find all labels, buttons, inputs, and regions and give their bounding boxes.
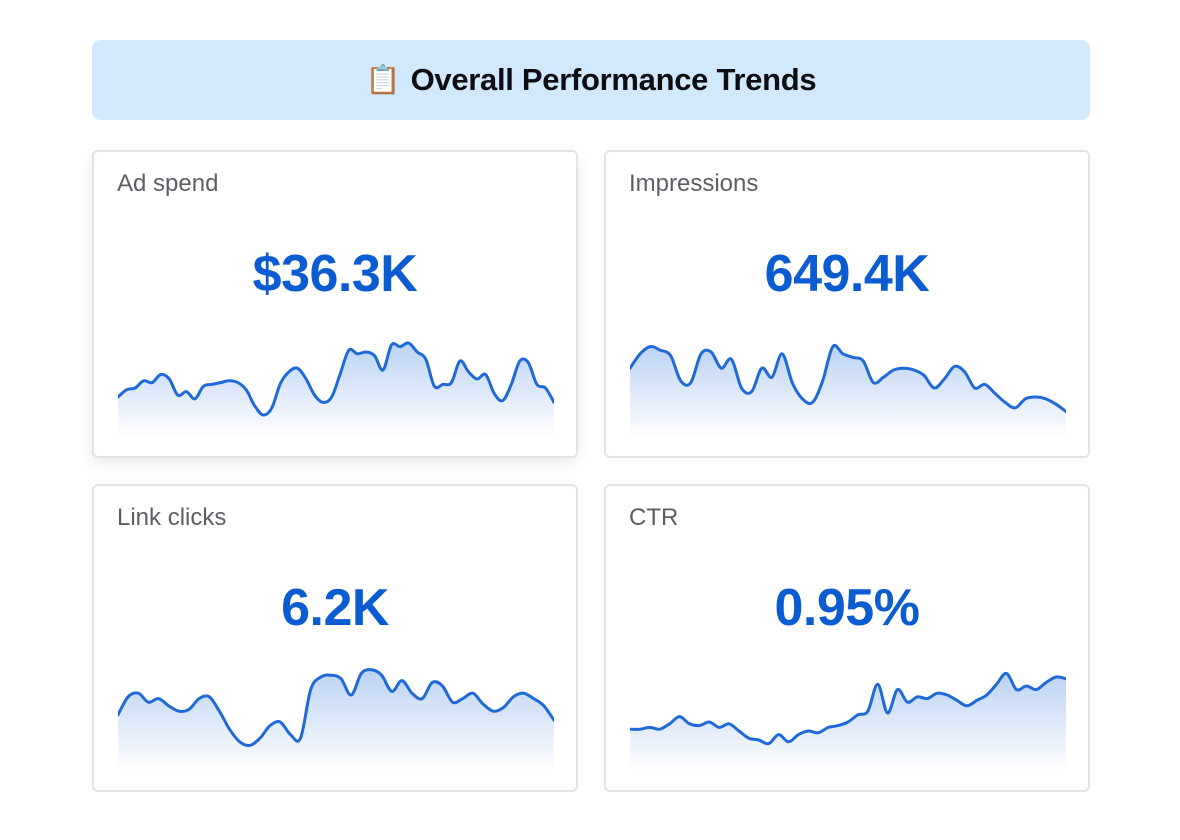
metric-label: Impressions (629, 170, 759, 197)
sparkline-chart (630, 671, 1066, 772)
metric-card-ctr[interactable]: CTR 0.95% (604, 484, 1090, 792)
sparkline-line (630, 671, 1066, 746)
dashboard: 📋 Overall Performance Trends Ad spend $3… (92, 40, 1090, 792)
clipboard-icon: 📋 (365, 64, 401, 95)
sparkline-line (630, 344, 1066, 413)
sparkline-line (118, 668, 554, 748)
metric-card-impressions[interactable]: Impressions 649.4K (604, 150, 1090, 458)
metric-label: CTR (629, 504, 679, 531)
metric-label: Link clicks (117, 504, 227, 531)
metrics-grid: Ad spend $36.3K Impressions 649.4K Link … (92, 150, 1090, 792)
sparkline-chart (630, 344, 1066, 438)
metric-label: Ad spend (117, 170, 219, 197)
sparkline-area (630, 345, 1066, 438)
section-header: 📋 Overall Performance Trends (92, 40, 1090, 120)
sparkline-chart (118, 341, 554, 438)
sparkline-area (118, 669, 554, 772)
metric-value: 0.95% (774, 579, 920, 637)
metric-value: $36.3K (252, 245, 418, 303)
metric-card-ad-spend[interactable]: Ad spend $36.3K (92, 150, 578, 458)
metric-value: 6.2K (281, 579, 389, 637)
metric-card-link-clicks[interactable]: Link clicks 6.2K (92, 484, 578, 792)
sparkline-line (118, 341, 554, 417)
section-title: Overall Performance Trends (410, 62, 817, 97)
sparkline-chart (118, 668, 554, 772)
metric-value: 649.4K (764, 245, 930, 303)
